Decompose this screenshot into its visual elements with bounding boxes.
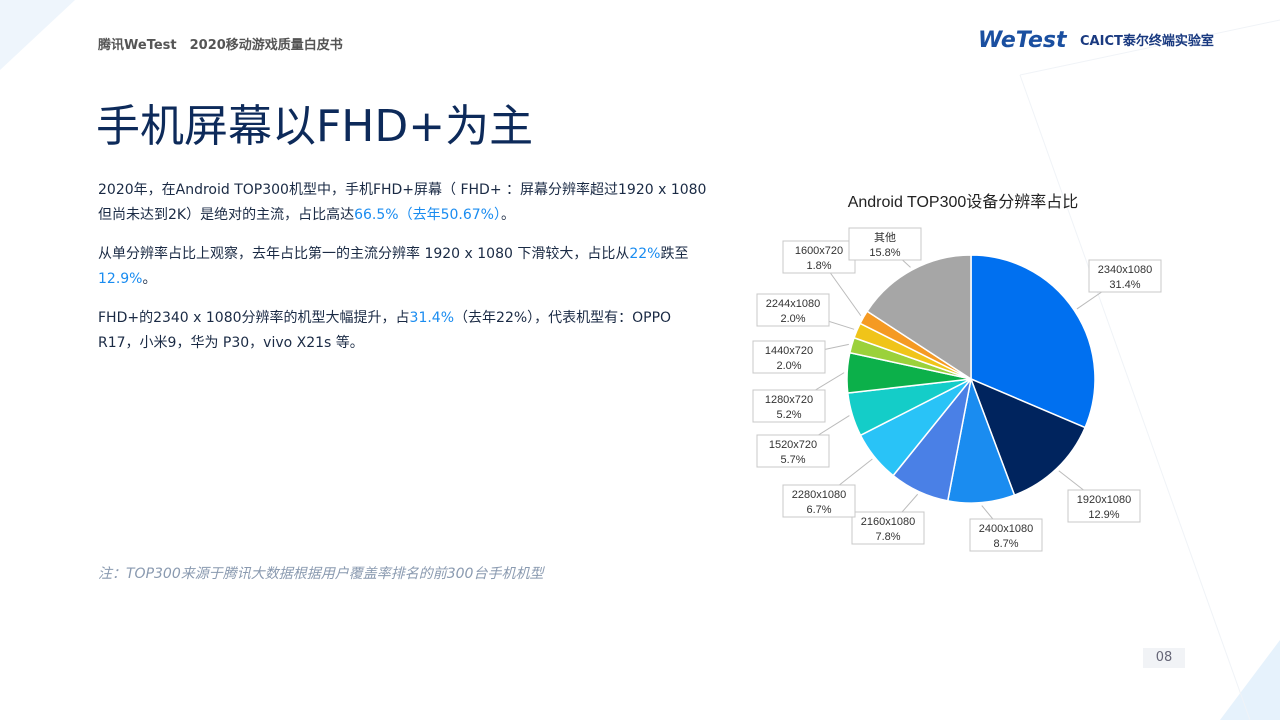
paragraph: 2020年，在Android TOP300机型中，手机FHD+屏幕（ FHD+ … [98,178,708,228]
highlight-text: 66.5%（去年50.67%） [354,207,501,223]
logo: CAICT泰尔终端实验室 [1080,34,1214,49]
pie-slice [970,254,1096,429]
slice-label: 1920x1080 [1077,494,1131,506]
label-box [851,511,925,545]
slice-label: 2244x1080 [766,298,820,310]
value-label: 31.4% [1109,279,1140,291]
slice-label: 1440x720 [765,345,813,357]
label-box [756,434,830,468]
label-box [1088,259,1162,293]
slice-label: 1280x720 [765,394,813,406]
chart-title: Android TOP300设备分辨率占比 [848,193,1079,211]
slice-label: 1600x720 [795,245,843,257]
slice-label: 2340x1080 [1098,264,1152,276]
label-box [1067,489,1141,523]
pie-slice [866,254,972,381]
text: （去年22%），代表机型有：OPPO R17，小米9，华为 P30，vivo X… [98,310,672,351]
slide-title: 手机屏幕以FHD+为主 [96,101,534,152]
header-text: 腾讯WeTest 2020移动游戏质量白皮书 [98,38,343,53]
label-box [752,340,826,374]
value-label: 15.8% [869,247,900,259]
value-label: 8.7% [993,538,1018,550]
slice-label: 2280x1080 [792,489,846,501]
value-label: 2.0% [776,360,801,372]
value-label: 5.2% [776,409,801,421]
slice-label: 1520x720 [769,439,817,451]
label-box [782,240,856,274]
text: FHD+的2340 x 1080分辨率的机型大幅提升，占 [98,310,410,326]
paragraph: FHD+的2340 x 1080分辨率的机型大幅提升，占31.4%（去年22%）… [98,306,708,356]
value-label: 2.0% [780,313,805,325]
slice-label: 2160x1080 [861,516,915,528]
highlight-text: 22% [629,246,661,262]
page-number: 08 [1143,648,1185,668]
value-label: 6.7% [806,504,831,516]
text: 从单分辨率占比上观察，去年占比第一的主流分辨率 1920 x 1080 下滑较大… [98,246,630,262]
highlight-text: 12.9% [98,271,143,287]
label-box [756,293,830,327]
logo: WeTest [978,28,1067,53]
text: 。 [500,207,515,223]
pie-slice [969,377,1087,497]
highlight-text: 31.4% [409,310,455,326]
text: 。 [142,271,157,287]
paragraph: 从单分辨率占比上观察，去年占比第一的主流分辨率 1920 x 1080 下滑较大… [98,242,708,292]
value-label: 12.9% [1088,509,1119,521]
label-box [969,518,1043,552]
label-box [848,227,922,261]
footnote: 注：TOP300来源于腾讯大数据根据用户覆盖率排名的前300台手机机型 [98,566,544,582]
body-text: 2020年，在Android TOP300机型中，手机FHD+屏幕（ FHD+ … [98,178,708,370]
value-label: 1.8% [806,260,831,272]
text: 跌至 [660,246,689,262]
value-label: 5.7% [780,454,805,466]
value-label: 7.8% [875,531,900,543]
label-box [752,389,826,423]
slice-label: 2400x1080 [979,523,1033,535]
label-box [782,484,856,518]
slice-label: 其他 [874,231,896,244]
text: 2020年，在Android TOP300机型中，手机FHD+屏幕（ FHD+ … [98,182,707,223]
